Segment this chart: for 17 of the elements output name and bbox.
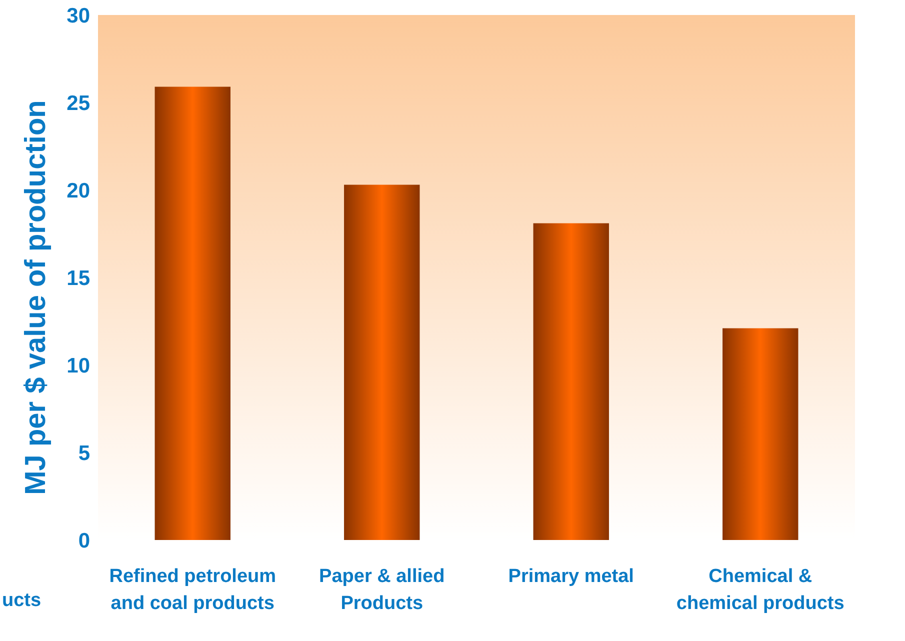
bar <box>154 86 230 540</box>
bar <box>344 184 420 540</box>
text: ucts <box>2 590 42 611</box>
y-tick-label: 10 <box>66 354 90 378</box>
x-tick-label: Paper & allied Products <box>319 566 445 614</box>
y-tick-label: 15 <box>66 266 90 290</box>
y-tick-label: 0 <box>78 529 90 552</box>
y-tick-label: 5 <box>78 442 90 465</box>
y-tick-label: 30 <box>66 4 90 28</box>
y-tick-label: 25 <box>66 92 90 115</box>
bar <box>533 223 609 540</box>
x-tick-label: Refined petroleum and coal products <box>109 566 276 614</box>
x-tick-label: Chemical & chemical products <box>676 566 844 614</box>
y-tick-label: 20 <box>66 179 90 202</box>
bar <box>722 328 798 540</box>
y-axis-title: MJ per $ value of production <box>20 100 52 495</box>
x-tick-label: Primary metal <box>508 566 634 587</box>
